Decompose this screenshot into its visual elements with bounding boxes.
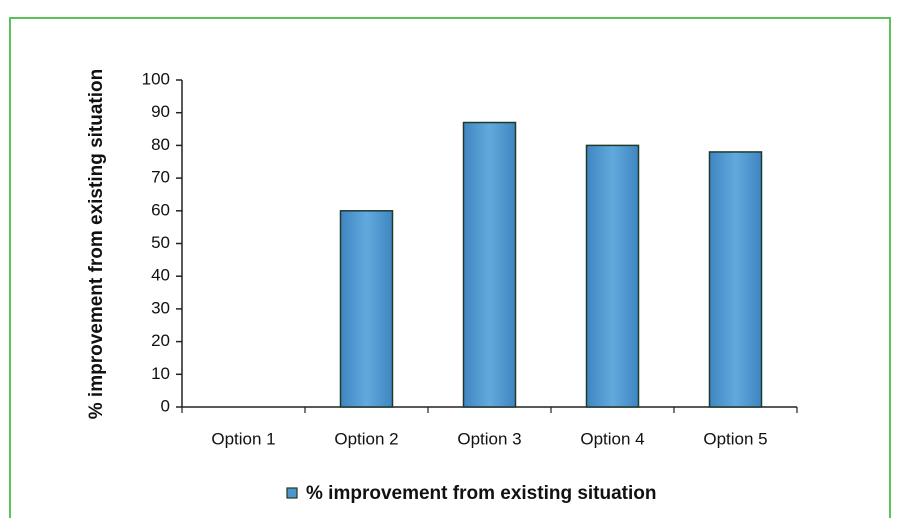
x-tick-label: Option 5	[703, 429, 767, 448]
x-tick-label: Option 1	[211, 429, 275, 448]
x-tick-label: Option 3	[457, 429, 521, 448]
y-tick-label: 90	[151, 102, 170, 121]
bar	[339, 210, 394, 408]
y-tick-label: 10	[151, 364, 170, 383]
bar	[585, 144, 640, 408]
x-tick-label: Option 2	[334, 429, 398, 448]
y-tick-label: 80	[151, 135, 170, 154]
y-tick-label: 30	[151, 298, 170, 317]
x-tick-label: Option 4	[580, 429, 644, 448]
y-tick-label: 0	[161, 396, 170, 415]
bar	[462, 121, 517, 408]
y-tick-label: 100	[142, 69, 170, 88]
frame	[9, 17, 891, 518]
legend-text: % improvement from existing situation	[306, 483, 657, 504]
y-tick-label: 50	[151, 233, 170, 252]
bar	[708, 151, 763, 408]
y-tick-label: 70	[151, 168, 170, 187]
y-axis-title: % improvement from existing situation	[86, 69, 107, 420]
legend-marker	[286, 487, 298, 499]
y-tick-label: 20	[151, 331, 170, 350]
y-tick-label: 40	[151, 266, 170, 285]
y-tick-label: 60	[151, 200, 170, 219]
